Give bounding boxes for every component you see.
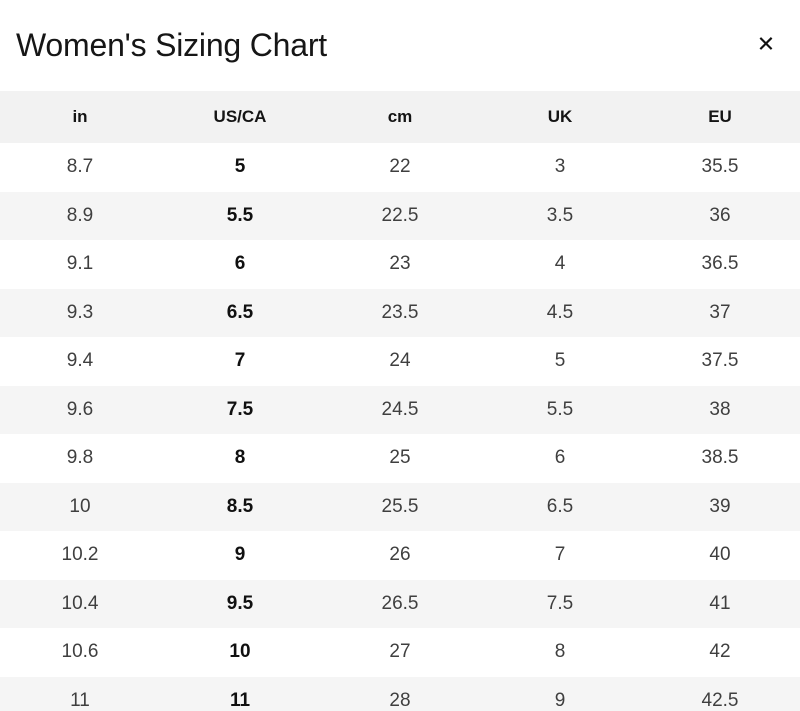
table-cell: 10.4 [61, 592, 99, 614]
column-header-cm: cm [320, 91, 480, 143]
table-cell: 35.5 [701, 156, 739, 178]
table-header-row: in US/CA cm UK EU [0, 91, 800, 143]
table-cell: 8 [234, 447, 246, 469]
table-row: 8.7 5 22 3 35.5 [0, 143, 800, 192]
table-row: 11 11 28 9 42.5 [0, 676, 800, 711]
table-cell: 9.8 [66, 447, 94, 469]
table-cell: 7 [554, 544, 566, 566]
table-cell: 11 [70, 689, 90, 711]
table-cell: 9.1 [66, 253, 94, 275]
table-cell: 5.5 [546, 398, 574, 420]
table-cell: 7 [234, 350, 246, 372]
table-cell: 9 [234, 544, 246, 566]
table-cell: 40 [709, 544, 731, 566]
table-cell: 8.5 [226, 495, 254, 517]
table-row: 10.6 10 27 8 42 [0, 628, 800, 677]
table-cell: 9 [554, 689, 566, 711]
table-cell: 7.5 [546, 592, 574, 614]
table-cell: 36 [709, 204, 731, 226]
page-title: Women's Sizing Chart [16, 27, 327, 63]
table-cell: 6.5 [226, 301, 254, 323]
table-cell: 24.5 [381, 398, 419, 420]
table-cell: 8 [554, 641, 566, 663]
table-cell: 22 [389, 156, 411, 178]
table-row: 10.2 9 26 7 40 [0, 531, 800, 580]
table-cell: 25 [389, 447, 411, 469]
table-cell: 9.4 [66, 350, 94, 372]
sizing-table: in US/CA cm UK EU 8.7 5 22 3 35.5 8.9 5.5 22.5 3.5 36… [0, 91, 800, 711]
table-cell: 8.7 [66, 156, 94, 178]
column-header-eu: EU [640, 91, 800, 143]
table-cell: 42.5 [701, 689, 739, 711]
table-cell: 36.5 [701, 253, 739, 275]
table-cell: 5.5 [226, 204, 254, 226]
table-cell: 26 [389, 544, 411, 566]
table-cell: 38 [709, 398, 731, 420]
table-cell: 28 [389, 689, 411, 711]
table-row: 9.6 7.5 24.5 5.5 38 [0, 385, 800, 434]
table-row: 9.1 6 23 4 36.5 [0, 240, 800, 289]
table-row: 10.4 9.5 26.5 7.5 41 [0, 579, 800, 628]
table-cell: 4 [554, 253, 566, 275]
table-cell: 7.5 [226, 398, 254, 420]
table-cell: 26.5 [381, 592, 419, 614]
table-cell: 25.5 [381, 495, 419, 517]
table-cell: 42 [709, 641, 731, 663]
column-header-in: in [0, 91, 160, 143]
table-cell: 22.5 [381, 204, 419, 226]
table-cell: 23.5 [381, 301, 419, 323]
table-cell: 37 [709, 301, 731, 323]
table-cell: 24 [389, 350, 411, 372]
table-row: 10 8.5 25.5 6.5 39 [0, 482, 800, 531]
table-head: in US/CA cm UK EU [0, 91, 800, 143]
table-cell: 10.6 [61, 641, 99, 663]
table-cell: 3 [554, 156, 566, 178]
table-body: 8.7 5 22 3 35.5 8.9 5.5 22.5 3.5 36 9.1 6 23 4 36.5 9.3… [0, 143, 800, 711]
table-cell: 41 [709, 592, 731, 614]
table-cell: 3.5 [546, 204, 574, 226]
column-header-uk: UK [480, 91, 640, 143]
close-icon: ✕ [756, 30, 776, 56]
table-cell: 11 [229, 689, 251, 711]
table-row: 9.8 8 25 6 38.5 [0, 434, 800, 483]
table-row: 9.4 7 24 5 37.5 [0, 337, 800, 386]
table-cell: 6 [234, 253, 246, 275]
modal-header: Women's Sizing Chart ✕ [0, 0, 800, 91]
table-cell: 5 [554, 350, 566, 372]
table-cell: 10 [69, 495, 91, 517]
table-cell: 9.6 [66, 398, 94, 420]
table-cell: 10.2 [61, 544, 99, 566]
table-row: 8.9 5.5 22.5 3.5 36 [0, 191, 800, 240]
table-cell: 38.5 [701, 447, 739, 469]
table-row: 9.3 6.5 23.5 4.5 37 [0, 288, 800, 337]
close-button[interactable]: ✕ [746, 24, 786, 64]
table-cell: 9.3 [66, 301, 94, 323]
table-cell: 10 [229, 641, 251, 663]
table-cell: 9.5 [226, 592, 254, 614]
table-cell: 6.5 [546, 495, 574, 517]
table-cell: 23 [389, 253, 411, 275]
table-cell: 37.5 [701, 350, 739, 372]
table-cell: 8.9 [66, 204, 94, 226]
column-header-us-ca: US/CA [160, 91, 320, 143]
table-cell: 27 [389, 641, 411, 663]
table-cell: 6 [554, 447, 566, 469]
table-cell: 5 [234, 156, 246, 178]
table-cell: 4.5 [546, 301, 574, 323]
table-cell: 39 [709, 495, 731, 517]
